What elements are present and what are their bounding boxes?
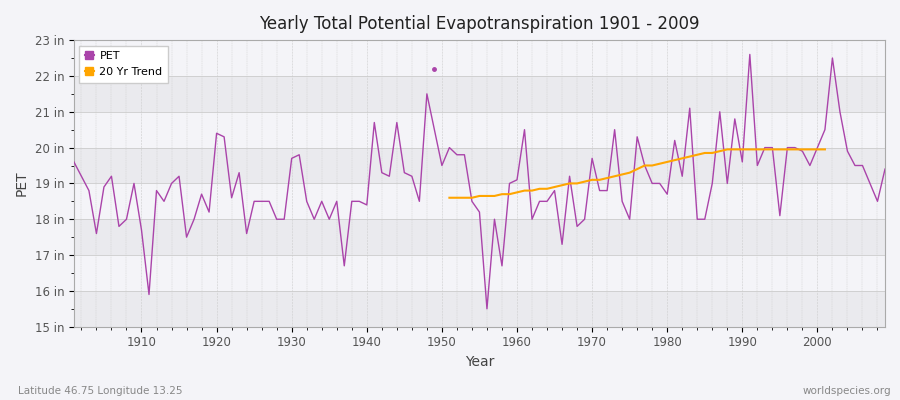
Bar	[74, 76, 885, 112]
Bar	[74, 219, 885, 255]
Text: worldspecies.org: worldspecies.org	[803, 386, 891, 396]
Bar	[74, 291, 885, 327]
Bar	[74, 184, 885, 219]
Bar	[74, 40, 885, 76]
X-axis label: Year: Year	[464, 355, 494, 369]
Text: Latitude 46.75 Longitude 13.25: Latitude 46.75 Longitude 13.25	[18, 386, 183, 396]
Title: Yearly Total Potential Evapotranspiration 1901 - 2009: Yearly Total Potential Evapotranspiratio…	[259, 15, 699, 33]
Bar	[74, 255, 885, 291]
Y-axis label: PET: PET	[15, 171, 29, 196]
Legend: PET, 20 Yr Trend: PET, 20 Yr Trend	[79, 46, 168, 82]
Bar	[74, 112, 885, 148]
Bar	[74, 148, 885, 184]
